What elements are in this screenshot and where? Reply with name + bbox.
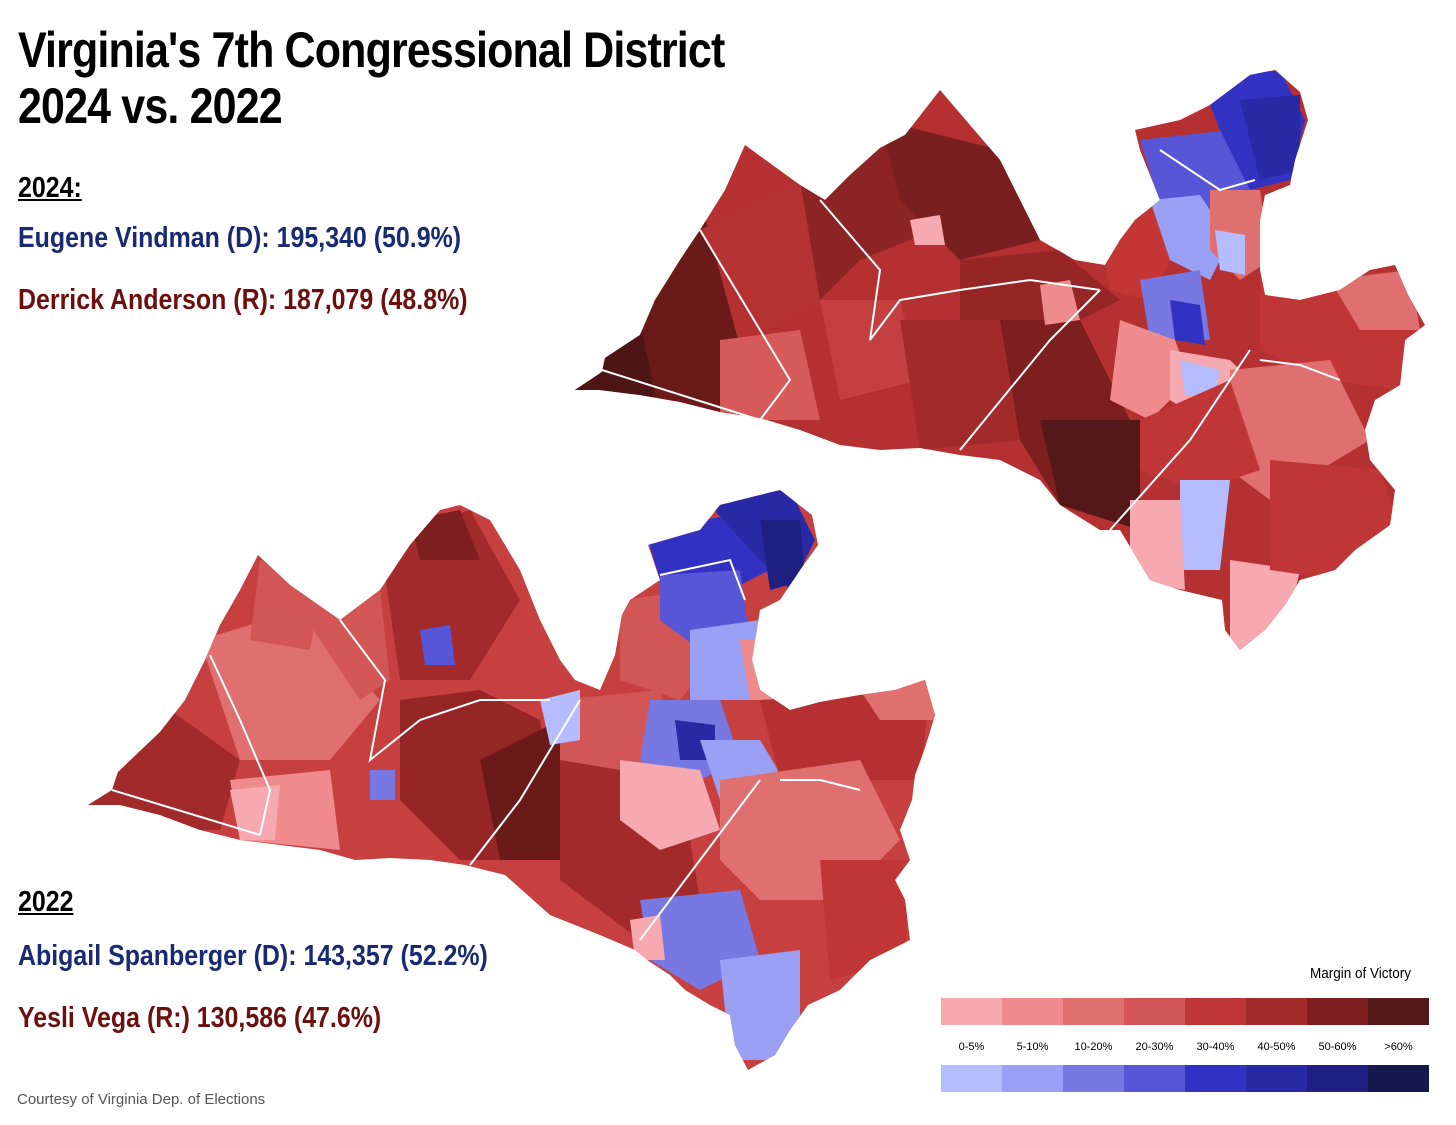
rep-result-2024: Derrick Anderson (R): 187,079 (48.8%)	[18, 284, 468, 316]
legend-label: 5-10%	[1016, 1041, 1049, 1053]
legend-rep-swatch-5	[1185, 998, 1246, 1025]
legend-label: 10-20%	[1074, 1041, 1113, 1053]
rep-result-2022: Yesli Vega (R:) 130,586 (47.6%)	[18, 1002, 382, 1034]
legend-rep-swatch-2	[1002, 998, 1063, 1025]
figure-title: Virginia's 7th Congressional District 20…	[18, 22, 725, 134]
legend-dem-swatch-1	[941, 1065, 1002, 1092]
legend-label: 20-30%	[1135, 1041, 1174, 1053]
title-line-2: 2024 vs. 2022	[18, 78, 283, 134]
county-lines-2024	[601, 149, 1341, 531]
legend-title: Margin of Victory	[1310, 965, 1412, 982]
legend-dem-swatches	[941, 1065, 1429, 1092]
heading-2022: 2022	[18, 886, 74, 918]
legend-rep-swatch-8	[1368, 998, 1429, 1025]
precincts-2022	[88, 490, 935, 1070]
heading-2024: 2024:	[18, 172, 82, 204]
legend-dem-swatch-5	[1185, 1065, 1246, 1092]
legend-rep-swatches	[941, 998, 1429, 1025]
legend-rep-swatch-6	[1246, 998, 1307, 1025]
legend-dem-swatch-8	[1368, 1065, 1429, 1092]
legend-labels: 0-5% 5-10% 10-20% 20-30% 30-40% 40-50% 5…	[941, 1041, 1429, 1053]
legend-rep-swatch-1	[941, 998, 1002, 1025]
legend-label: >60%	[1384, 1041, 1413, 1053]
county-lines-2022	[111, 558, 861, 941]
legend-label: 50-60%	[1318, 1041, 1357, 1053]
legend-dem-swatch-7	[1307, 1065, 1368, 1092]
legend-dem-swatch-6	[1246, 1065, 1307, 1092]
legend-dem-swatch-2	[1002, 1065, 1063, 1092]
legend-label: 30-40%	[1196, 1041, 1235, 1053]
legend-dem-swatch-4	[1124, 1065, 1185, 1092]
legend-label: 0-5%	[958, 1041, 985, 1053]
legend-rep-swatch-3	[1063, 998, 1124, 1025]
legend-dem-swatch-3	[1063, 1065, 1124, 1092]
dem-result-2022: Abigail Spanberger (D): 143,357 (52.2%)	[18, 940, 488, 972]
source-credit: Courtesy of Virginia Dep. of Elections	[17, 1091, 266, 1108]
legend-rep-swatch-7	[1307, 998, 1368, 1025]
title-line-1: Virginia's 7th Congressional District	[18, 22, 725, 78]
legend-rep-swatch-4	[1124, 998, 1185, 1025]
legend-label: 40-50%	[1257, 1041, 1296, 1053]
dem-result-2024: Eugene Vindman (D): 195,340 (50.9%)	[18, 222, 462, 254]
